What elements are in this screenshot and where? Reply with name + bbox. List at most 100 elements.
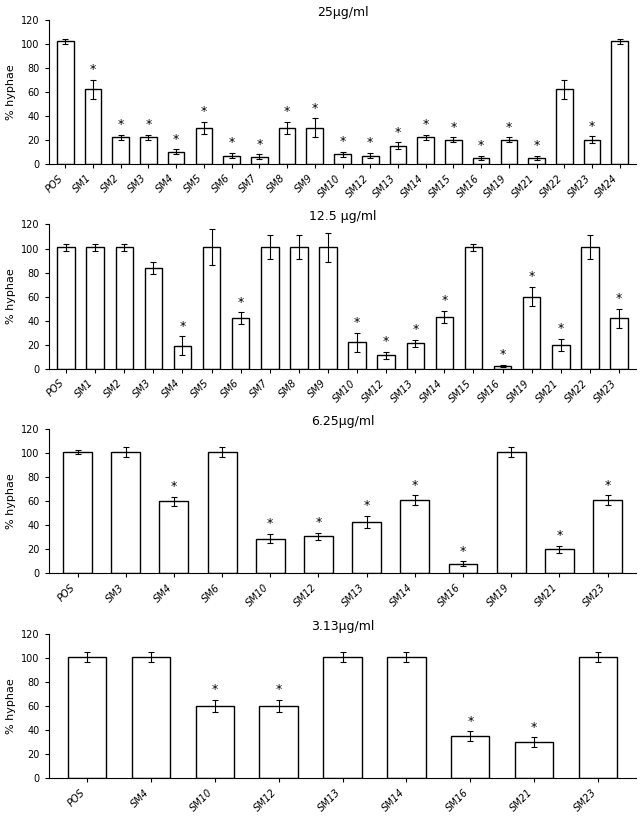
Text: *: * — [460, 545, 466, 558]
Bar — [85, 89, 101, 164]
Bar — [111, 452, 140, 573]
Y-axis label: % hyphae: % hyphae — [6, 64, 15, 120]
Bar — [494, 366, 511, 369]
Text: *: * — [616, 292, 622, 305]
Y-axis label: % hyphae: % hyphae — [6, 678, 15, 734]
Bar — [406, 343, 424, 369]
Bar — [445, 140, 462, 164]
Text: *: * — [412, 479, 418, 491]
Bar — [352, 522, 381, 573]
Bar — [63, 452, 92, 573]
Text: *: * — [478, 139, 484, 152]
Bar — [256, 539, 284, 573]
Bar — [552, 345, 569, 369]
Text: *: * — [315, 516, 322, 529]
Bar — [174, 346, 191, 369]
Bar — [68, 657, 106, 778]
Bar — [417, 138, 434, 164]
Bar — [279, 128, 295, 164]
Bar — [449, 563, 478, 573]
Text: *: * — [201, 106, 207, 118]
Text: *: * — [604, 479, 611, 491]
Bar — [306, 128, 323, 164]
Bar — [251, 156, 268, 164]
Bar — [528, 158, 545, 164]
Bar — [132, 657, 170, 778]
Text: *: * — [90, 63, 96, 76]
Text: *: * — [229, 137, 235, 150]
Bar — [304, 536, 333, 573]
Bar — [334, 154, 351, 164]
Text: *: * — [173, 133, 179, 146]
Bar — [473, 158, 489, 164]
Bar — [436, 317, 453, 369]
Text: *: * — [395, 125, 401, 138]
Bar — [112, 138, 129, 164]
Bar — [581, 247, 598, 369]
Bar — [259, 706, 298, 778]
Text: *: * — [499, 348, 506, 361]
Bar — [501, 140, 517, 164]
Text: *: * — [589, 120, 595, 133]
Text: *: * — [284, 106, 290, 118]
Bar — [87, 247, 104, 369]
Text: *: * — [467, 715, 473, 728]
Text: *: * — [275, 684, 282, 696]
Text: *: * — [412, 324, 419, 337]
Bar — [579, 657, 617, 778]
Bar — [556, 89, 573, 164]
Bar — [362, 156, 379, 164]
Bar — [116, 247, 133, 369]
Text: *: * — [311, 102, 318, 115]
Text: *: * — [267, 517, 273, 530]
Text: *: * — [363, 499, 370, 512]
Text: *: * — [383, 335, 389, 348]
Bar — [207, 452, 236, 573]
Text: *: * — [145, 119, 152, 132]
Bar — [401, 500, 429, 573]
Text: *: * — [528, 270, 535, 283]
Bar — [57, 247, 75, 369]
Y-axis label: % hyphae: % hyphae — [6, 473, 15, 529]
Bar — [584, 140, 600, 164]
Bar — [57, 41, 74, 164]
Bar — [203, 247, 220, 369]
Title: 3.13μg/ml: 3.13μg/ml — [311, 620, 374, 633]
Bar — [593, 500, 622, 573]
Text: *: * — [556, 529, 562, 542]
Bar — [465, 247, 482, 369]
Bar — [196, 706, 234, 778]
Text: *: * — [238, 296, 244, 309]
Text: *: * — [506, 121, 512, 133]
Bar — [168, 152, 184, 164]
Bar — [523, 296, 541, 369]
Bar — [451, 736, 489, 778]
Text: *: * — [531, 721, 537, 734]
Bar — [611, 41, 628, 164]
Text: *: * — [340, 135, 345, 148]
Text: *: * — [171, 480, 177, 493]
Bar — [319, 247, 336, 369]
Bar — [497, 452, 526, 573]
Text: *: * — [422, 119, 429, 132]
Bar — [349, 342, 366, 369]
Text: *: * — [256, 138, 263, 151]
Bar — [159, 501, 188, 573]
Bar — [611, 319, 628, 369]
Bar — [545, 550, 574, 573]
Bar — [387, 657, 426, 778]
Text: *: * — [354, 316, 360, 329]
Title: 25μg/ml: 25μg/ml — [317, 6, 369, 19]
Bar — [232, 319, 250, 369]
Text: *: * — [534, 139, 540, 152]
Text: *: * — [117, 119, 124, 132]
Text: *: * — [450, 121, 456, 133]
Text: *: * — [179, 319, 186, 333]
Bar — [377, 355, 395, 369]
Bar — [140, 138, 157, 164]
Text: *: * — [212, 684, 218, 696]
Bar — [390, 146, 406, 164]
Bar — [261, 247, 279, 369]
Title: 12.5 μg/ml: 12.5 μg/ml — [309, 210, 376, 224]
Bar — [515, 742, 553, 778]
